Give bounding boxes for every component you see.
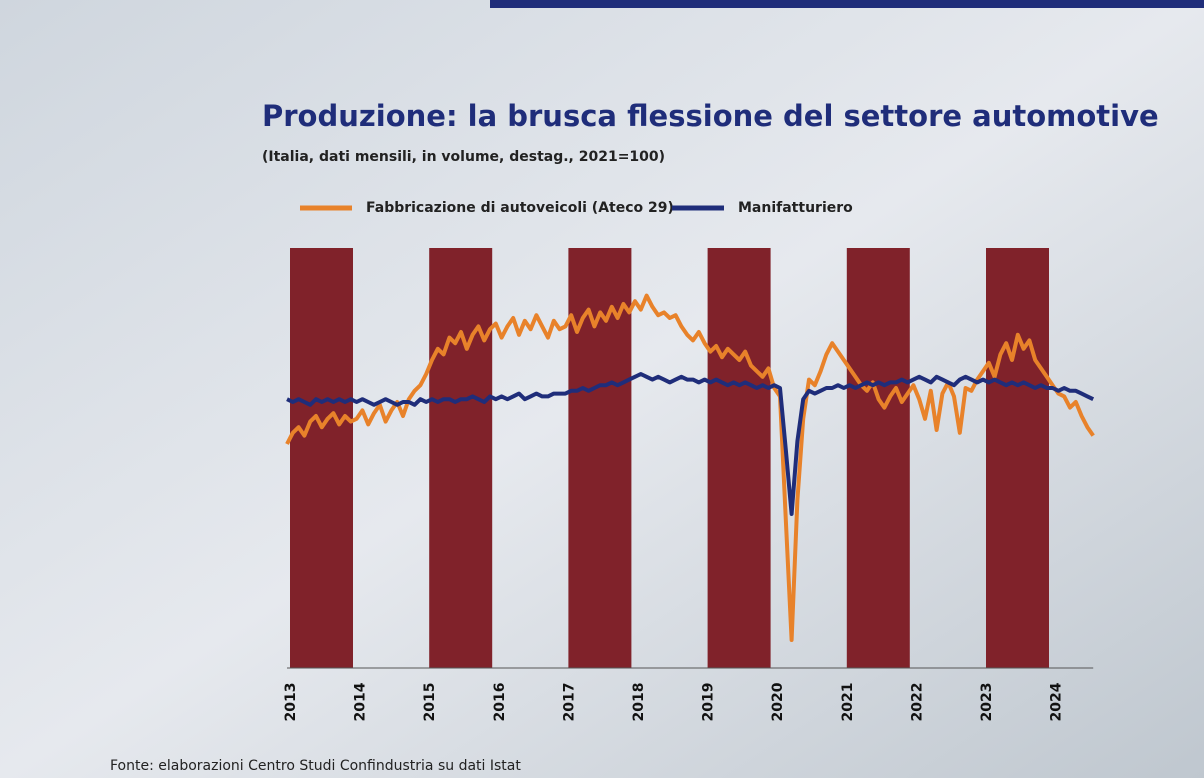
x-tick-label: 2020: [770, 682, 786, 721]
year-band: [429, 248, 493, 668]
x-tick-label: 2013: [283, 683, 299, 722]
x-tick-label: 2024: [1049, 682, 1065, 721]
top-strip: [490, 0, 1204, 8]
x-tick-label: 2016: [492, 683, 508, 722]
source-note: Fonte: elaborazioni Centro Studi Confind…: [110, 758, 521, 774]
legend-label: Manifatturiero: [738, 200, 853, 216]
x-tick-label: 2015: [422, 683, 438, 722]
x-tick-label: 2017: [561, 683, 577, 722]
data-line: [285, 293, 1095, 642]
x-tick-label: 2014: [353, 682, 369, 721]
x-tick-label: 2023: [979, 683, 995, 722]
year-band: [846, 248, 910, 668]
x-tick-label: 2018: [631, 683, 647, 722]
x-tick-label: 2019: [701, 683, 717, 722]
data-line: [286, 372, 1095, 516]
chart-subtitle: (Italia, dati mensili, in volume, destag…: [262, 149, 665, 165]
year-band: [290, 248, 353, 668]
year-band: [707, 248, 771, 668]
year-band: [986, 248, 1049, 668]
legend-label: Fabbricazione di autoveicoli (Ateco 29): [366, 200, 674, 216]
chart-title: Produzione: la brusca flessione del sett…: [262, 99, 1159, 133]
x-tick-label: 2021: [840, 683, 856, 722]
x-tick-label: 2022: [909, 683, 925, 722]
